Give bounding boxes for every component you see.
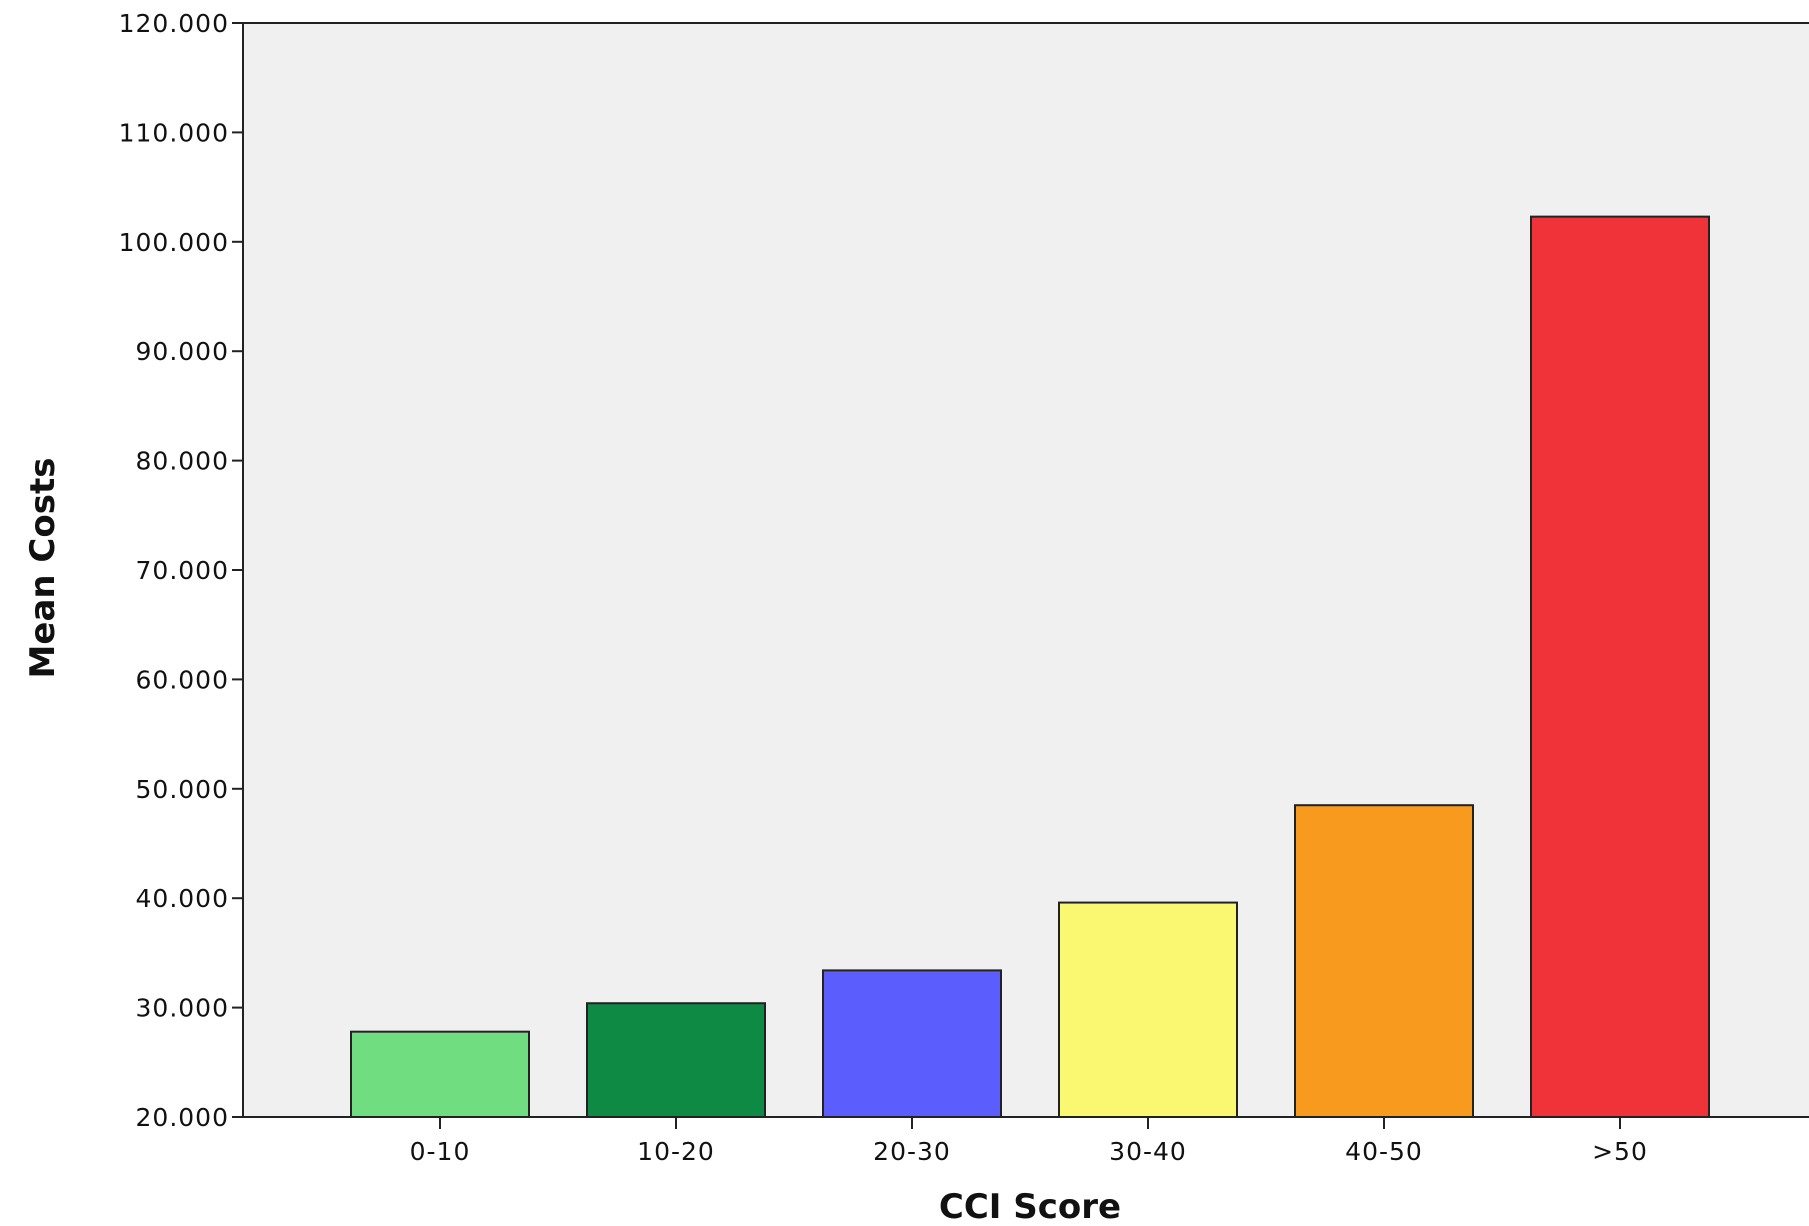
y-tick-label: 110.000 xyxy=(119,118,229,147)
y-tick-label: 20.000 xyxy=(136,1103,229,1132)
bar-2 xyxy=(586,1002,766,1118)
bar-6 xyxy=(1530,215,1710,1118)
bar-1 xyxy=(350,1030,530,1118)
x-tick-label: 0-10 xyxy=(410,1137,471,1166)
y-tick-label: 80.000 xyxy=(136,447,229,476)
bars-group xyxy=(350,215,1710,1119)
x-tick-label: 40-50 xyxy=(1345,1137,1423,1166)
x-ticks-group: 0-10 10-20 20-30 30-40 40-50 >50 xyxy=(410,1117,1648,1166)
bar-4 xyxy=(1058,901,1238,1118)
bar-3 xyxy=(822,969,1002,1118)
y-tick-label: 40.000 xyxy=(136,884,229,913)
x-tick-label: 30-40 xyxy=(1109,1137,1187,1166)
x-tick-label: 20-30 xyxy=(873,1137,951,1166)
y-ticks-group: 20.000 30.000 40.000 50.000 60.000 70.000 80.0… xyxy=(119,9,243,1132)
y-tick-label: 100.000 xyxy=(119,228,229,257)
x-tick-label: >50 xyxy=(1592,1137,1648,1166)
x-axis-title: CCI Score xyxy=(939,1187,1121,1226)
y-tick-label: 120.000 xyxy=(119,9,229,38)
y-tick-label: 50.000 xyxy=(136,775,229,804)
bar-5 xyxy=(1294,804,1474,1119)
y-tick-label: 90.000 xyxy=(136,337,229,366)
y-tick-label: 30.000 xyxy=(136,994,229,1023)
y-axis-title: Mean Costs xyxy=(23,458,63,679)
x-tick-label: 10-20 xyxy=(637,1137,715,1166)
y-tick-label: 70.000 xyxy=(136,556,229,585)
y-tick-label: 60.000 xyxy=(136,665,229,694)
